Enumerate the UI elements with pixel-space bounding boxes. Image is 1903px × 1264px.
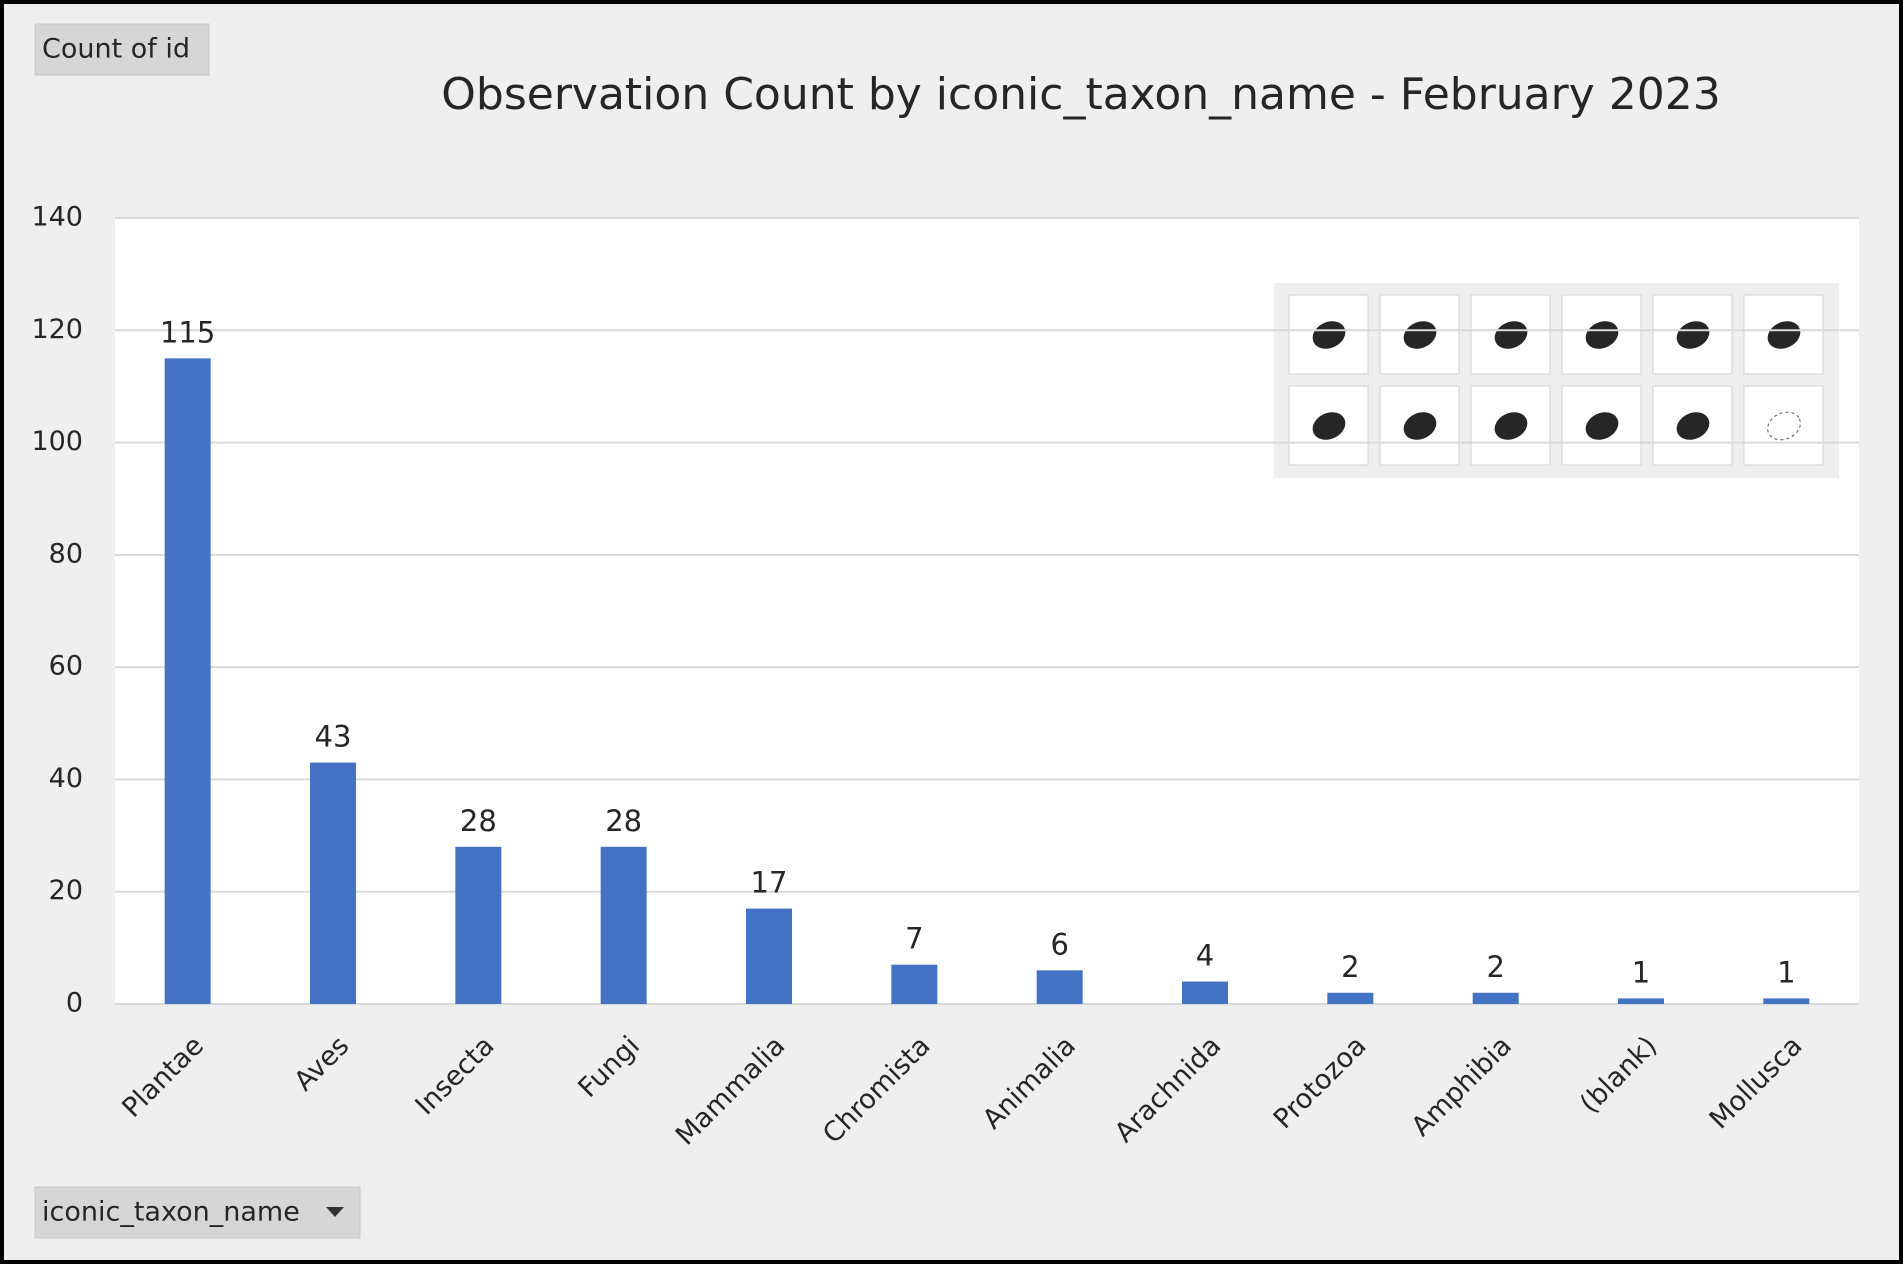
data-label: 6 — [1050, 927, 1068, 961]
bar — [164, 358, 211, 1004]
taxon-icon — [1494, 412, 1528, 440]
taxon-icon — [1312, 412, 1346, 440]
bar — [1618, 998, 1664, 1004]
data-label: 28 — [605, 804, 642, 838]
data-label: 17 — [751, 866, 788, 900]
y-tick-label: 120 — [31, 314, 83, 345]
y-tick-label: 80 — [49, 538, 83, 569]
icon-panel — [1274, 283, 1839, 478]
y-tick-label: 140 — [31, 202, 83, 233]
taxon-icon — [1767, 321, 1801, 349]
taxon-icon — [1312, 321, 1346, 349]
data-label: 4 — [1196, 939, 1214, 973]
bar — [746, 908, 792, 1004]
axis-field-label: iconic_taxon_name — [42, 1197, 300, 1228]
bar — [1763, 998, 1810, 1004]
taxon-icon — [1767, 411, 1801, 441]
taxon-icon — [1585, 321, 1619, 349]
data-label: 1 — [1632, 955, 1650, 989]
data-label: 28 — [460, 804, 497, 838]
y-tick-label: 60 — [49, 651, 83, 682]
bar — [310, 762, 356, 1004]
value-field-label: Count of id — [42, 34, 190, 65]
axis-field-button[interactable] — [34, 1186, 361, 1239]
data-label: 2 — [1341, 950, 1359, 984]
y-tick-label: 40 — [49, 763, 83, 794]
bar — [1036, 970, 1083, 1004]
taxon-icon — [1676, 412, 1710, 440]
chart-title: Observation Count by iconic_taxon_name -… — [441, 69, 1720, 120]
data-label: 43 — [315, 720, 352, 754]
y-tick-label: 20 — [49, 875, 83, 906]
dropdown-arrow — [326, 1207, 344, 1217]
taxon-icon — [1585, 412, 1619, 440]
taxon-filter-button[interactable] — [1743, 385, 1824, 466]
bar — [600, 846, 647, 1004]
data-label: 1 — [1777, 955, 1795, 989]
value-field-button[interactable] — [34, 23, 210, 76]
taxon-icon — [1494, 321, 1528, 349]
data-label: 115 — [160, 315, 215, 349]
data-label: 7 — [905, 922, 923, 956]
taxon-icon — [1403, 412, 1437, 440]
bar — [891, 964, 938, 1004]
y-tick-label: 100 — [31, 426, 83, 457]
bar — [455, 846, 502, 1004]
y-tick-label: 0 — [66, 988, 83, 1019]
taxon-icon — [1403, 321, 1437, 349]
data-label: 2 — [1486, 950, 1504, 984]
bar — [1182, 981, 1228, 1004]
bar — [1472, 992, 1519, 1004]
taxon-icon — [1676, 321, 1710, 349]
bar — [1327, 992, 1374, 1004]
